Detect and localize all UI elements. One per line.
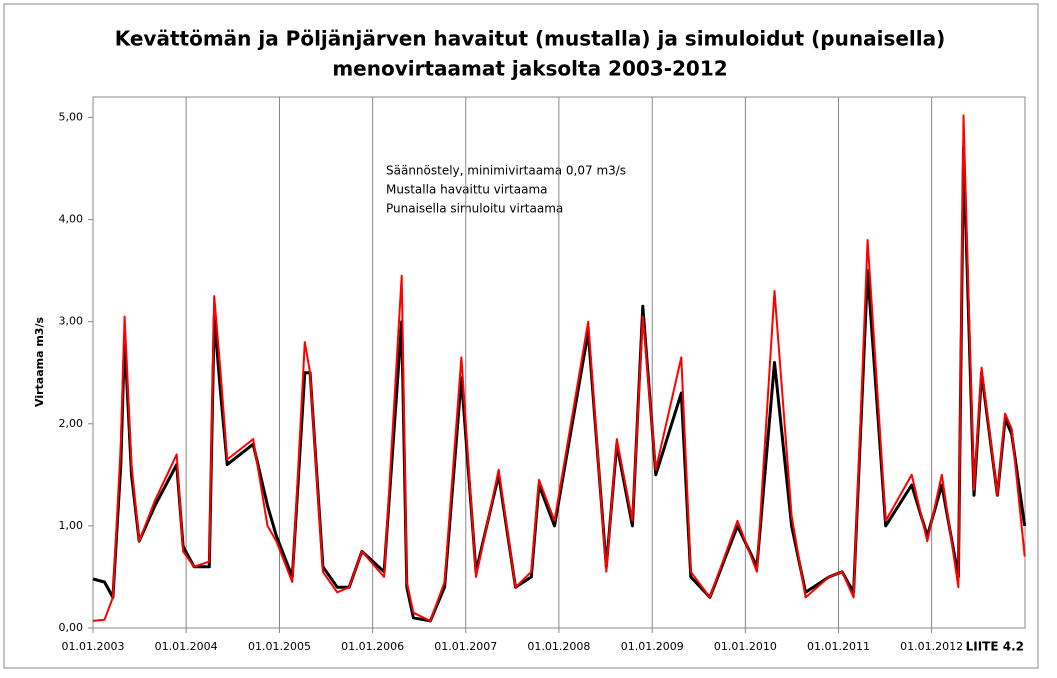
series-line — [92, 114, 1026, 622]
x-tick-label: 01.01.2003 — [62, 640, 125, 653]
x-tick-label: 01.01.2010 — [714, 640, 777, 653]
y-tick-label: 0,00 — [59, 621, 84, 634]
x-tick-label: 01.01.2006 — [341, 640, 404, 653]
annotation-line: Punaisella simuloitu virtaama — [386, 202, 563, 216]
x-tick-label: 01.01.2011 — [807, 640, 870, 653]
y-axis-label: Virtaama m3/s — [33, 317, 46, 407]
x-tick-label: 01.01.2012 — [900, 640, 963, 653]
x-tick-label: 01.01.2008 — [527, 640, 590, 653]
x-tick-label: 01.01.2004 — [155, 640, 218, 653]
annotation-line: Mustalla havaittu virtaama — [386, 183, 548, 197]
x-tick-label: 01.01.2009 — [621, 640, 684, 653]
chart-title-line: Kevättömän ja Pöljänjärven havaitut (mus… — [115, 27, 946, 51]
footnote: LIITE 4.2 — [966, 640, 1024, 654]
x-tick-label: 01.01.2007 — [434, 640, 497, 653]
y-tick-label: 3,00 — [59, 315, 84, 328]
y-tick-label: 2,00 — [59, 417, 84, 430]
y-tick-label: 4,00 — [59, 213, 84, 226]
y-tick-label: 1,00 — [59, 519, 84, 532]
x-tick-label: 01.01.2005 — [248, 640, 311, 653]
annotation-line: Säännöstely, minimivirtaama 0,07 m3/s — [386, 164, 626, 178]
chart-border — [3, 3, 1039, 669]
chart-title-line: menovirtaamat jaksolta 2003-2012 — [332, 57, 727, 81]
y-tick-label: 5,00 — [59, 110, 84, 123]
